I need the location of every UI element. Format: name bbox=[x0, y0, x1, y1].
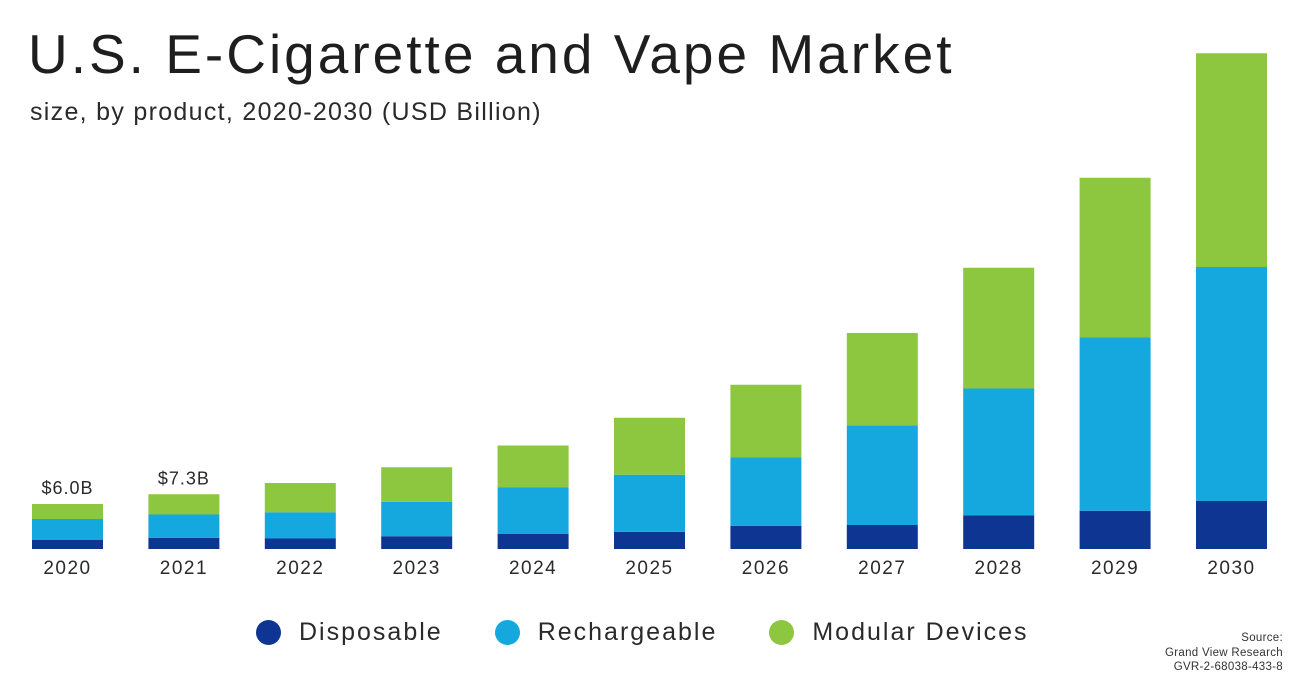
bar-disposable-2021 bbox=[148, 537, 220, 549]
bar-rechargeable-2029 bbox=[1079, 337, 1151, 511]
chart-subtitle: size, by product, 2020-2030 (USD Billion… bbox=[30, 98, 542, 126]
x-tick-label: 2030 bbox=[1207, 558, 1255, 579]
bar-disposable-2027 bbox=[846, 525, 918, 549]
bar-modular-devices-2029 bbox=[1079, 177, 1151, 338]
bar-modular-devices-2020 bbox=[32, 504, 103, 519]
x-tick-label: 2028 bbox=[975, 558, 1023, 579]
bar-modular-devices-2027 bbox=[846, 333, 918, 426]
bar-group-2021 bbox=[148, 494, 220, 549]
source-name: Grand View Research bbox=[1165, 646, 1283, 659]
bar-group-2026 bbox=[730, 384, 802, 549]
bar-disposable-2020 bbox=[32, 540, 103, 549]
bar-disposable-2022 bbox=[264, 538, 336, 549]
legend-label: Modular Devices bbox=[812, 618, 1029, 646]
bar-modular-devices-2022 bbox=[264, 483, 336, 513]
x-tick-label: 2024 bbox=[509, 558, 557, 579]
bar-modular-devices-2028 bbox=[963, 267, 1035, 389]
bar-modular-devices-2026 bbox=[730, 384, 802, 458]
bar-modular-devices-2023 bbox=[381, 467, 453, 502]
bar-modular-devices-2025 bbox=[614, 417, 685, 475]
bar-disposable-2028 bbox=[963, 515, 1035, 549]
bar-group-2022 bbox=[264, 483, 336, 549]
bar-disposable-2030 bbox=[1196, 501, 1267, 549]
bar-rechargeable-2028 bbox=[963, 388, 1035, 516]
legend: Disposable Rechargeable Modular Devices bbox=[256, 618, 1081, 647]
x-tick-label: 2023 bbox=[393, 558, 441, 579]
bar-rechargeable-2023 bbox=[381, 501, 453, 537]
x-tick-label: 2027 bbox=[858, 558, 906, 579]
bar-rechargeable-2020 bbox=[32, 519, 103, 540]
legend-swatch-rechargeable bbox=[494, 620, 520, 645]
bar-rechargeable-2030 bbox=[1196, 267, 1267, 501]
legend-item-rechargeable: Rechargeable bbox=[494, 618, 718, 647]
bar-group-2030 bbox=[1196, 53, 1267, 549]
legend-label: Disposable bbox=[299, 618, 443, 646]
report-code: GVR-2-68038-433-8 bbox=[1173, 661, 1283, 673]
x-tick-label: 2022 bbox=[276, 558, 324, 579]
bar-group-2020 bbox=[32, 504, 103, 549]
bar-rechargeable-2025 bbox=[614, 474, 685, 532]
bar-rechargeable-2027 bbox=[846, 425, 918, 525]
chart-title: U.S. E-Cigarette and Vape Market bbox=[28, 23, 955, 85]
bar-disposable-2026 bbox=[730, 525, 802, 549]
bar-group-2024 bbox=[497, 445, 569, 549]
bar-rechargeable-2026 bbox=[730, 457, 802, 526]
x-tick-label: 2029 bbox=[1091, 558, 1139, 579]
bar-group-2029 bbox=[1079, 177, 1151, 549]
bar-disposable-2023 bbox=[381, 536, 453, 549]
bar-rechargeable-2022 bbox=[264, 512, 336, 539]
bar-disposable-2025 bbox=[614, 531, 685, 549]
data-label: $7.3B bbox=[158, 468, 210, 488]
bar-modular-devices-2030 bbox=[1196, 53, 1267, 267]
bar-rechargeable-2021 bbox=[148, 514, 220, 538]
bar-group-2025 bbox=[614, 417, 685, 549]
legend-label: Rechargeable bbox=[537, 618, 718, 646]
source-label: Source: bbox=[1241, 632, 1283, 644]
x-tick-label: 2020 bbox=[43, 558, 91, 579]
bar-rechargeable-2024 bbox=[497, 487, 569, 534]
x-tick-label: 2021 bbox=[160, 558, 208, 579]
x-tick-label: 2026 bbox=[742, 558, 790, 579]
legend-swatch-modular bbox=[769, 620, 795, 645]
legend-swatch-disposable bbox=[256, 620, 281, 645]
bar-group-2027 bbox=[846, 333, 918, 549]
bar-group-2028 bbox=[963, 267, 1035, 549]
legend-item-modular: Modular Devices bbox=[769, 618, 1028, 647]
bar-modular-devices-2021 bbox=[148, 494, 220, 515]
bar-disposable-2024 bbox=[497, 534, 569, 549]
legend-item-disposable: Disposable bbox=[256, 618, 443, 647]
bar-disposable-2029 bbox=[1079, 510, 1151, 549]
bar-modular-devices-2024 bbox=[497, 445, 569, 488]
x-tick-label: 2025 bbox=[625, 558, 673, 579]
source-note: Source: Grand View Research GVR-2-68038-… bbox=[1165, 631, 1283, 675]
data-label: $6.0B bbox=[41, 478, 93, 498]
bar-group-2023 bbox=[381, 467, 453, 549]
